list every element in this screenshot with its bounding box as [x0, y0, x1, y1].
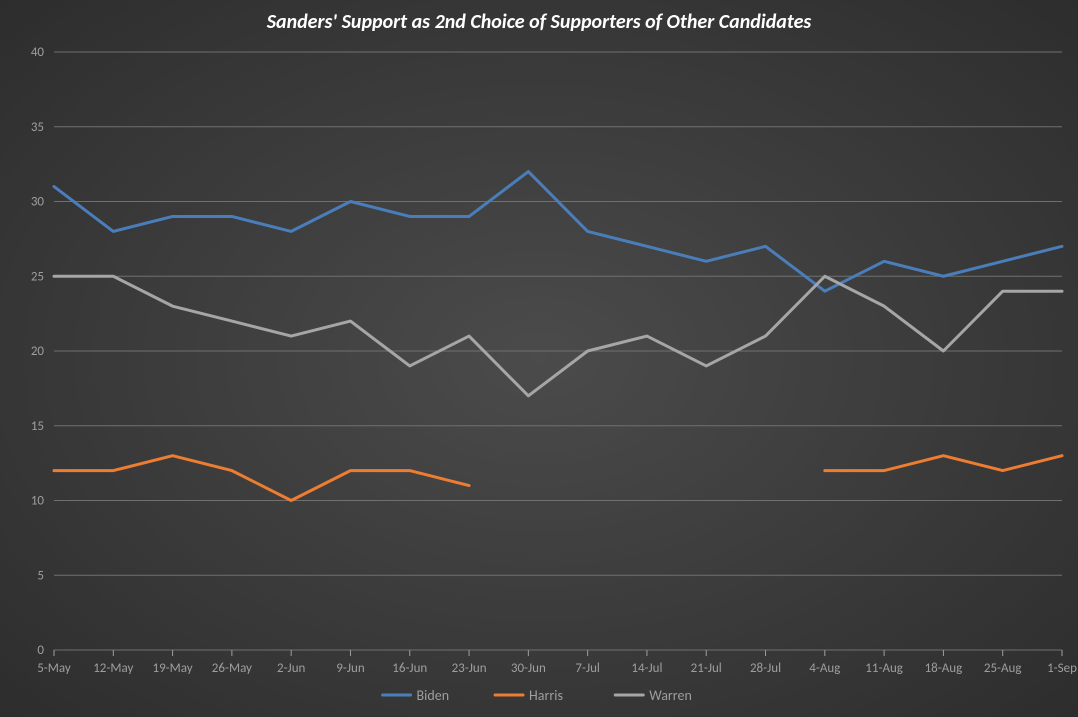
x-tick-label: 12-May	[93, 661, 133, 676]
chart-title: Sanders' Support as 2nd Choice of Suppor…	[266, 10, 812, 34]
x-tick-label: 4-Aug	[809, 661, 840, 676]
y-tick-label: 25	[31, 269, 44, 284]
y-tick-label: 15	[31, 419, 44, 434]
legend-label: Harris	[529, 687, 563, 704]
legend-label: Warren	[649, 687, 692, 704]
y-tick-label: 40	[31, 45, 45, 60]
x-tick-label: 18-Aug	[925, 661, 963, 676]
line-chart: Sanders' Support as 2nd Choice of Suppor…	[0, 0, 1078, 717]
x-tick-label: 14-Jul	[631, 661, 662, 676]
y-tick-label: 20	[31, 344, 45, 359]
x-tick-label: 26-May	[212, 661, 252, 676]
x-tick-label: 9-Jun	[336, 661, 365, 676]
x-tick-label: 7-Jul	[575, 661, 600, 676]
y-tick-label: 10	[31, 494, 45, 509]
y-tick-label: 35	[31, 120, 44, 135]
y-tick-label: 0	[37, 643, 44, 658]
chart-background	[0, 0, 1078, 717]
x-tick-label: 11-Aug	[865, 661, 903, 676]
x-tick-label: 19-May	[153, 661, 193, 676]
x-tick-label: 28-Jul	[750, 661, 781, 676]
x-tick-label: 5-May	[37, 661, 71, 676]
x-tick-label: 25-Aug	[984, 661, 1022, 676]
legend-label: Biden	[417, 687, 450, 704]
x-tick-label: 2-Jun	[277, 661, 306, 676]
chart-svg: Sanders' Support as 2nd Choice of Suppor…	[0, 0, 1078, 717]
x-tick-label: 23-Jun	[452, 661, 487, 676]
x-tick-label: 30-Jun	[511, 661, 546, 676]
y-tick-label: 5	[37, 568, 44, 583]
x-tick-label: 1-Sep	[1047, 661, 1077, 676]
x-tick-label: 21-Jul	[691, 661, 722, 676]
y-tick-label: 30	[31, 195, 45, 210]
x-tick-label: 16-Jun	[392, 661, 427, 676]
